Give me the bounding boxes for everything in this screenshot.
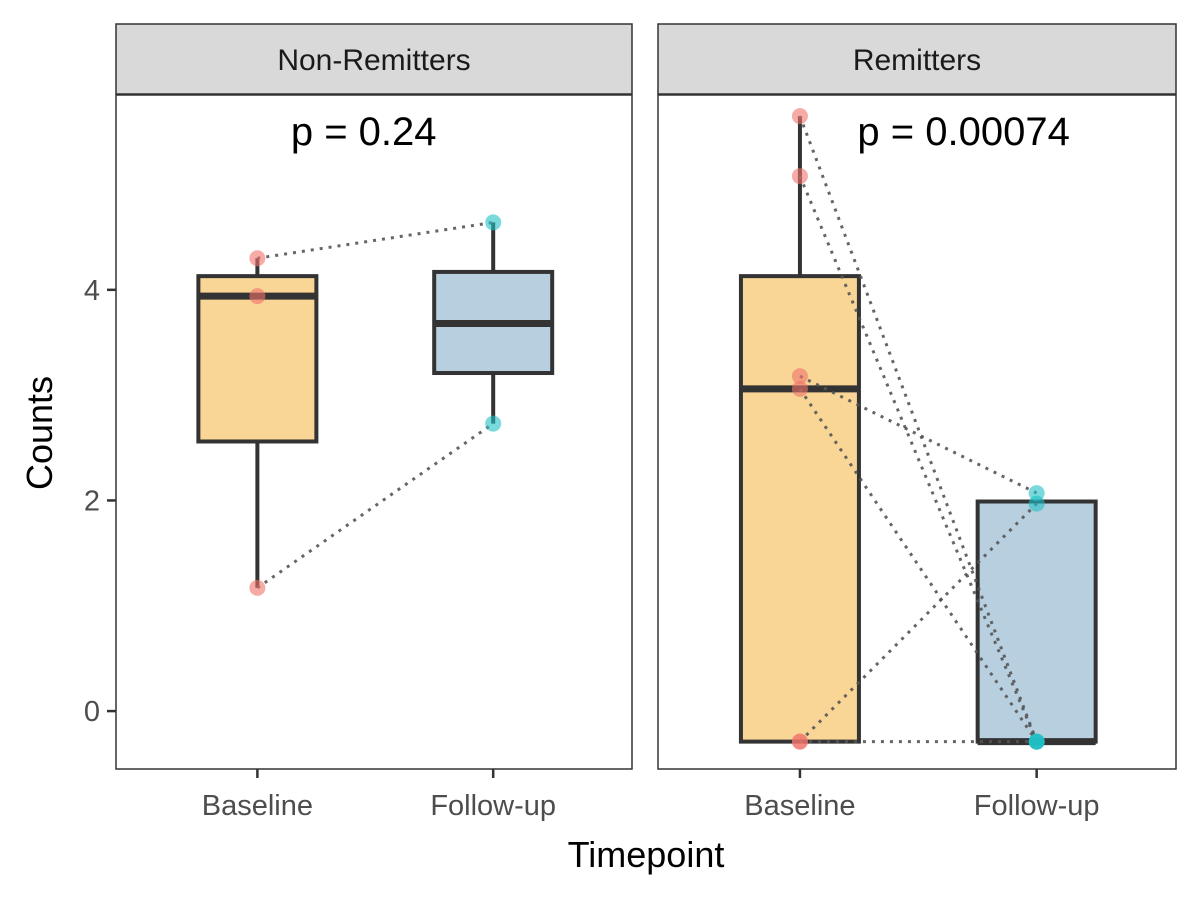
facet-strip-label: Non-Remitters — [277, 44, 470, 77]
panel-background — [115, 94, 633, 770]
box-baseline — [196, 274, 319, 444]
x-axis-title: Timepoint — [568, 834, 725, 875]
x-tick-label: Baseline — [202, 790, 313, 822]
x-tick-label: Baseline — [744, 790, 855, 822]
panel-background — [657, 94, 1177, 770]
x-tick-label: Follow-up — [430, 790, 556, 822]
followup-point — [485, 214, 502, 231]
p-value-label: p = 0.24 — [291, 110, 437, 154]
y-tick-label: 2 — [84, 485, 100, 517]
baseline-point — [791, 368, 808, 385]
y-tick-label: 4 — [84, 275, 100, 307]
baseline-point — [791, 168, 808, 185]
panel-1: Remitters p = 0.00074 Baseline Follow-up — [657, 23, 1177, 822]
followup-point — [485, 415, 502, 432]
panel-0: Non-Remitters p = 0.24 Baseline Follow-up 0 2… — [84, 23, 633, 822]
followup-point — [1028, 733, 1045, 750]
facet-strip — [115, 23, 633, 95]
paired-line — [798, 502, 1038, 743]
paired-line — [798, 115, 1039, 743]
chart-panels: Non-Remitters p = 0.24 Baseline Follow-up 0 2… — [84, 23, 1177, 822]
paired-line — [256, 422, 495, 590]
paired-line — [257, 220, 494, 260]
baseline-point — [791, 108, 808, 125]
followup-point — [1028, 495, 1045, 512]
paired-line — [798, 175, 1039, 743]
x-tick-label: Follow-up — [974, 790, 1100, 822]
box-baseline — [738, 274, 861, 744]
y-axis-title: Counts — [19, 376, 60, 490]
facet-strip-label: Remitters — [853, 44, 981, 77]
box-follow-up — [975, 499, 1098, 744]
baseline-point — [249, 250, 266, 267]
baseline-point — [249, 579, 266, 596]
y-tick-label: 0 — [84, 696, 100, 728]
baseline-point — [249, 288, 266, 305]
facet-strip — [657, 23, 1177, 95]
baseline-point — [791, 380, 808, 397]
p-value-label: p = 0.00074 — [857, 110, 1069, 154]
baseline-point — [791, 733, 808, 750]
